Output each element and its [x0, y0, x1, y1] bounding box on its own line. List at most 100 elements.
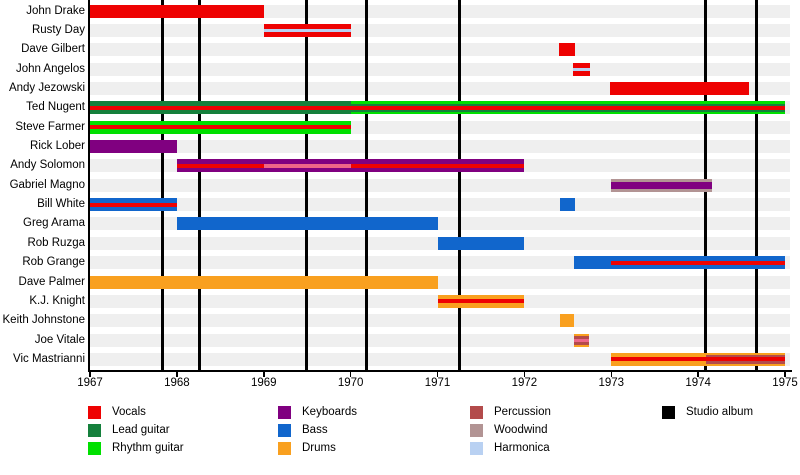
member-name: Keith Johnstone [2, 314, 85, 327]
bar-stripe-vocals [90, 125, 351, 130]
timeline-bar-segment [176, 217, 438, 231]
timeline-bar-segment [559, 43, 575, 57]
bar-stripe-bass [611, 264, 785, 270]
studio-album-line [457, 0, 461, 370]
bar-stripe-drums [573, 333, 589, 336]
member-name: Gabriel Magno [9, 178, 85, 191]
timeline-bar-segment [559, 314, 574, 328]
member-name: Steve Farmer [15, 120, 85, 133]
member-lane [90, 198, 790, 212]
bar-stripe-vocals [573, 70, 591, 76]
legend-swatch-vocals [88, 406, 101, 419]
member-lane [90, 333, 790, 347]
x-axis-tick-label: 1970 [337, 377, 364, 389]
bar-stripe-vocals [610, 81, 750, 95]
member-lane [90, 62, 790, 76]
member-name: Dave Gilbert [21, 43, 85, 56]
studio-album-line [364, 0, 368, 370]
bar-stripe-vocals_backing [573, 338, 589, 342]
legend-label: Lead guitar [112, 424, 170, 436]
bar-stripe-lead [350, 103, 785, 106]
legend-swatch-lead [88, 424, 101, 437]
timeline-bar-segment [437, 236, 525, 250]
member-name: Joe Vitale [34, 333, 85, 346]
bar-stripe-keyboards [90, 140, 177, 154]
bar-stripe-vocals [263, 31, 351, 37]
timeline-bar-segment [350, 159, 525, 173]
member-name: Vic Mastrianni [12, 352, 85, 365]
x-axis-tick-label: 1971 [424, 377, 451, 389]
timeline-bar-segment [263, 159, 351, 173]
bar-stripe-bass [437, 236, 525, 250]
x-axis-line [88, 370, 792, 372]
member-name: Rob Grange [22, 256, 85, 269]
timeline-bar-segment [573, 333, 589, 347]
bar-stripe-percussion [705, 354, 785, 358]
legend-swatch-rhythm [88, 442, 101, 455]
legend-label: Percussion [494, 406, 551, 418]
member-name: Greg Arama [23, 217, 85, 230]
bar-stripe-vocals [90, 105, 351, 110]
bar-stripe-keyboards [350, 167, 525, 173]
bar-stripe-vocals_backing [263, 163, 351, 168]
bar-stripe-vocals [611, 357, 706, 362]
x-axis-tick-label: 1972 [511, 377, 538, 389]
bar-stripe-vocals [350, 163, 525, 168]
member-name: Dave Palmer [18, 275, 85, 288]
x-axis-tick-label: 1967 [77, 377, 103, 389]
timeline-bar-segment [90, 101, 351, 115]
timeline-bar-segment [559, 198, 575, 212]
bar-stripe-keyboards [611, 181, 713, 189]
member-name: Ted Nugent [26, 101, 85, 114]
bar-stripe-percussion [705, 361, 785, 364]
legend-label: Studio album [686, 406, 754, 418]
bar-stripe-drums [437, 303, 525, 308]
member-name: Andy Solomon [10, 159, 85, 172]
x-axis-tick [784, 372, 786, 377]
bar-stripe-bass [611, 256, 785, 261]
bar-stripe-rhythm [90, 129, 351, 134]
bar-stripe-woodwind [611, 178, 713, 182]
legend-label: Bass [302, 424, 328, 436]
x-axis-tick-label: 1975 [772, 377, 798, 389]
bar-stripe-lead [90, 109, 351, 115]
member-lane [90, 140, 790, 154]
bar-stripe-bass [573, 256, 612, 270]
timeline-bar-segment [350, 101, 785, 115]
bar-stripe-vocals [705, 357, 785, 362]
legend-label: Rhythm guitar [112, 442, 184, 454]
bar-stripe-keyboards [350, 159, 525, 164]
x-axis-tick [523, 372, 526, 377]
legend-label: Harmonica [494, 442, 550, 454]
bar-stripe-lead [350, 109, 785, 112]
x-axis-tick [436, 372, 439, 377]
timeline-bar-segment [90, 4, 264, 18]
legend-swatch-percussion [470, 406, 483, 419]
bar-stripe-bass [559, 198, 575, 212]
studio-album-line [304, 0, 308, 370]
bar-stripe-lead [90, 101, 351, 106]
legend-swatch-drums [278, 442, 291, 455]
bar-stripe-rhythm [350, 111, 785, 115]
legend-swatch-bass [278, 424, 291, 437]
timeline-bar-segment [263, 23, 351, 37]
bar-stripe-vocals [90, 4, 264, 18]
bar-stripe-drums [90, 275, 438, 289]
bar-stripe-keyboards [263, 167, 351, 173]
member-lane [90, 23, 790, 37]
bar-stripe-keyboards [263, 159, 351, 164]
bar-stripe-vocals [90, 202, 177, 207]
timeline-bar-segment [90, 198, 177, 212]
bar-stripe-rhythm [350, 101, 785, 104]
bar-stripe-drums [611, 352, 706, 358]
timeline-bar-segment [573, 62, 591, 76]
x-axis-tick [697, 372, 699, 377]
member-name: Bill White [37, 198, 85, 211]
timeline-bar-segment [610, 81, 750, 95]
legend-swatch-harmonica [470, 442, 483, 455]
timeline-bar-segment [611, 256, 785, 270]
member-name: Rusty Day [31, 23, 85, 36]
y-axis-line [88, 0, 90, 372]
x-axis-tick-label: 1968 [164, 377, 190, 389]
bar-stripe-harmonica [263, 28, 351, 32]
